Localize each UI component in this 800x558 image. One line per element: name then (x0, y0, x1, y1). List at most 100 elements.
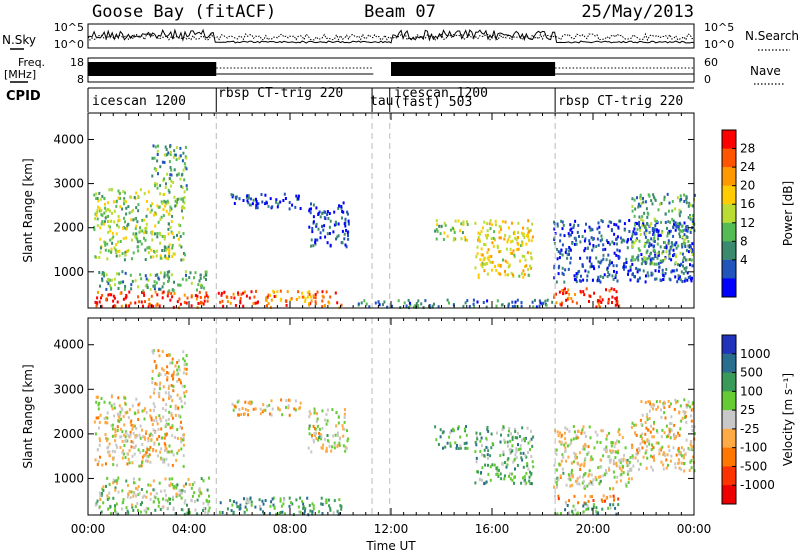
colorbar-tick-label: 8 (740, 234, 748, 248)
freq-unit: [MHz] (4, 68, 36, 81)
time-axis: 00:00 04:00 08:00 12:00 16:00 20:00 00:00 (71, 522, 712, 536)
beam-label: Beam 07 (364, 2, 436, 22)
colorbar-tick-label: 24 (740, 160, 755, 174)
y-axis-label: Slant Range [km] (21, 364, 35, 468)
cpid-label: CPID (6, 89, 41, 104)
echo-region (93, 188, 186, 262)
colorbar-tick-label: 25 (740, 403, 755, 417)
echo-region (556, 502, 620, 516)
echo-region (98, 270, 208, 293)
nave-tick-low: 0 (704, 73, 711, 86)
colorbar-swatch (722, 222, 736, 242)
colorbar-tick-label: 12 (740, 216, 755, 230)
colorbar-swatch (722, 466, 736, 486)
echo-region (474, 219, 534, 280)
echo-region (93, 394, 186, 468)
colorbar-swatch (722, 428, 736, 449)
colorbar-tick-label: -1000 (740, 478, 775, 492)
y-tick-label: 3000 (53, 177, 84, 191)
freq-tick-high: 18 (70, 56, 84, 69)
colorbar-swatch (722, 148, 736, 168)
colorbar-tick-label: -100 (740, 441, 767, 455)
colorbar-tick-label: -500 (740, 459, 767, 473)
station-title: Goose Bay (fitACF) (92, 2, 276, 22)
echo-region (553, 494, 620, 505)
sky-tick-high: 10^5 (54, 21, 84, 34)
colorbar-swatch (722, 447, 736, 467)
y-tick-label: 4000 (53, 338, 84, 352)
echo-region (98, 476, 210, 500)
power-panel: 1000 2000 3000 4000 Slant Range [km] 28 24 20 16… (21, 112, 795, 310)
echo-region (265, 289, 343, 310)
time-axis-label: Time UT (365, 539, 416, 553)
colorbar-swatch (722, 372, 736, 392)
frequency-panel: Freq. [MHz] 18 8 60 0 Nave (4, 56, 784, 86)
y-tick-label: 2000 (53, 427, 84, 441)
echo-region (434, 425, 469, 450)
colorbar-swatch (722, 167, 736, 187)
colorbar-tick-label: 16 (740, 197, 755, 211)
echo-region (434, 219, 469, 242)
date-label: 25/May/2013 (581, 2, 694, 22)
echo-region (553, 219, 694, 284)
y-tick-label: 1000 (53, 265, 84, 279)
echo-region (217, 289, 259, 308)
velocity-panel: 1000 2000 3000 4000 Slant Range [km] 1000 500 1… (21, 317, 795, 517)
echo-region (231, 398, 302, 417)
colorbar-swatch (722, 278, 736, 298)
noise-panel: N.Sky 10^5 10^0 10^5 10^0 N.Search (2, 21, 799, 51)
colorbar-swatch (722, 130, 736, 150)
echo-region (630, 398, 696, 473)
colorbar-tick-label: 1000 (740, 347, 771, 361)
colorbar-swatch (722, 241, 736, 261)
cpid-segment-label: rbsp CT-trig 220 (218, 86, 343, 101)
y-tick-label: 2000 (53, 221, 84, 235)
y-tick-label: 1000 (53, 471, 84, 485)
colorbar-tick-label: 4 (740, 253, 748, 267)
cpid-segment-label: icescan 1200 (92, 94, 186, 109)
colorbar-label: Velocity [m s⁻¹] (781, 373, 795, 466)
echo-region (230, 192, 302, 211)
echo-region (151, 144, 189, 191)
x-tick-label: 08:00 (273, 522, 308, 536)
x-tick-label: 16:00 (475, 522, 510, 536)
sky-noise-trace (87, 28, 695, 44)
colorbar-swatch (722, 259, 736, 279)
nave-label: Nave (750, 64, 781, 78)
echo-region (94, 496, 211, 516)
freq-scan-block (391, 62, 556, 76)
cpid-segment-label: tau (370, 94, 393, 109)
x-tick-label: 00:00 (71, 522, 106, 536)
colorbar-swatch (722, 185, 736, 205)
y-axis-label: Slant Range [km] (21, 158, 35, 262)
colorbar-swatch (722, 353, 736, 374)
freq-label: Freq. (18, 56, 45, 69)
echo-region (474, 425, 535, 486)
colorbar-swatch (722, 335, 736, 355)
x-tick-label: 04:00 (172, 522, 207, 536)
colorbar-swatch (722, 410, 736, 430)
search-noise-trace (87, 32, 695, 42)
nave-tick-high: 60 (704, 56, 718, 69)
colorbar-swatch (722, 391, 736, 411)
cpid-segment-label: (fast) 503 (394, 95, 472, 110)
search-tick-low: 10^0 (704, 38, 734, 51)
colorbar-tick-label: 20 (740, 179, 755, 193)
x-tick-label: 00:00 (677, 522, 712, 536)
echo-region (308, 201, 350, 249)
cpid-segment-label: rbsp CT-trig 220 (558, 94, 683, 109)
x-tick-label: 20:00 (576, 522, 611, 536)
search-tick-high: 10^5 (704, 21, 734, 34)
cpid-segment-label: icescan 1200 (394, 86, 488, 101)
freq-tick-low: 8 (77, 73, 84, 86)
colorbar-tick-label: 100 (740, 384, 763, 398)
echo-region (553, 287, 621, 309)
freq-scan-block (88, 62, 217, 76)
colorbar-tick-label: -25 (740, 422, 760, 436)
colorbar-tick-label: 500 (740, 366, 763, 380)
echo-region (151, 349, 188, 397)
n-sky-label: N.Sky (2, 33, 36, 47)
y-tick-label: 4000 (53, 132, 84, 146)
echo-region (307, 407, 350, 454)
